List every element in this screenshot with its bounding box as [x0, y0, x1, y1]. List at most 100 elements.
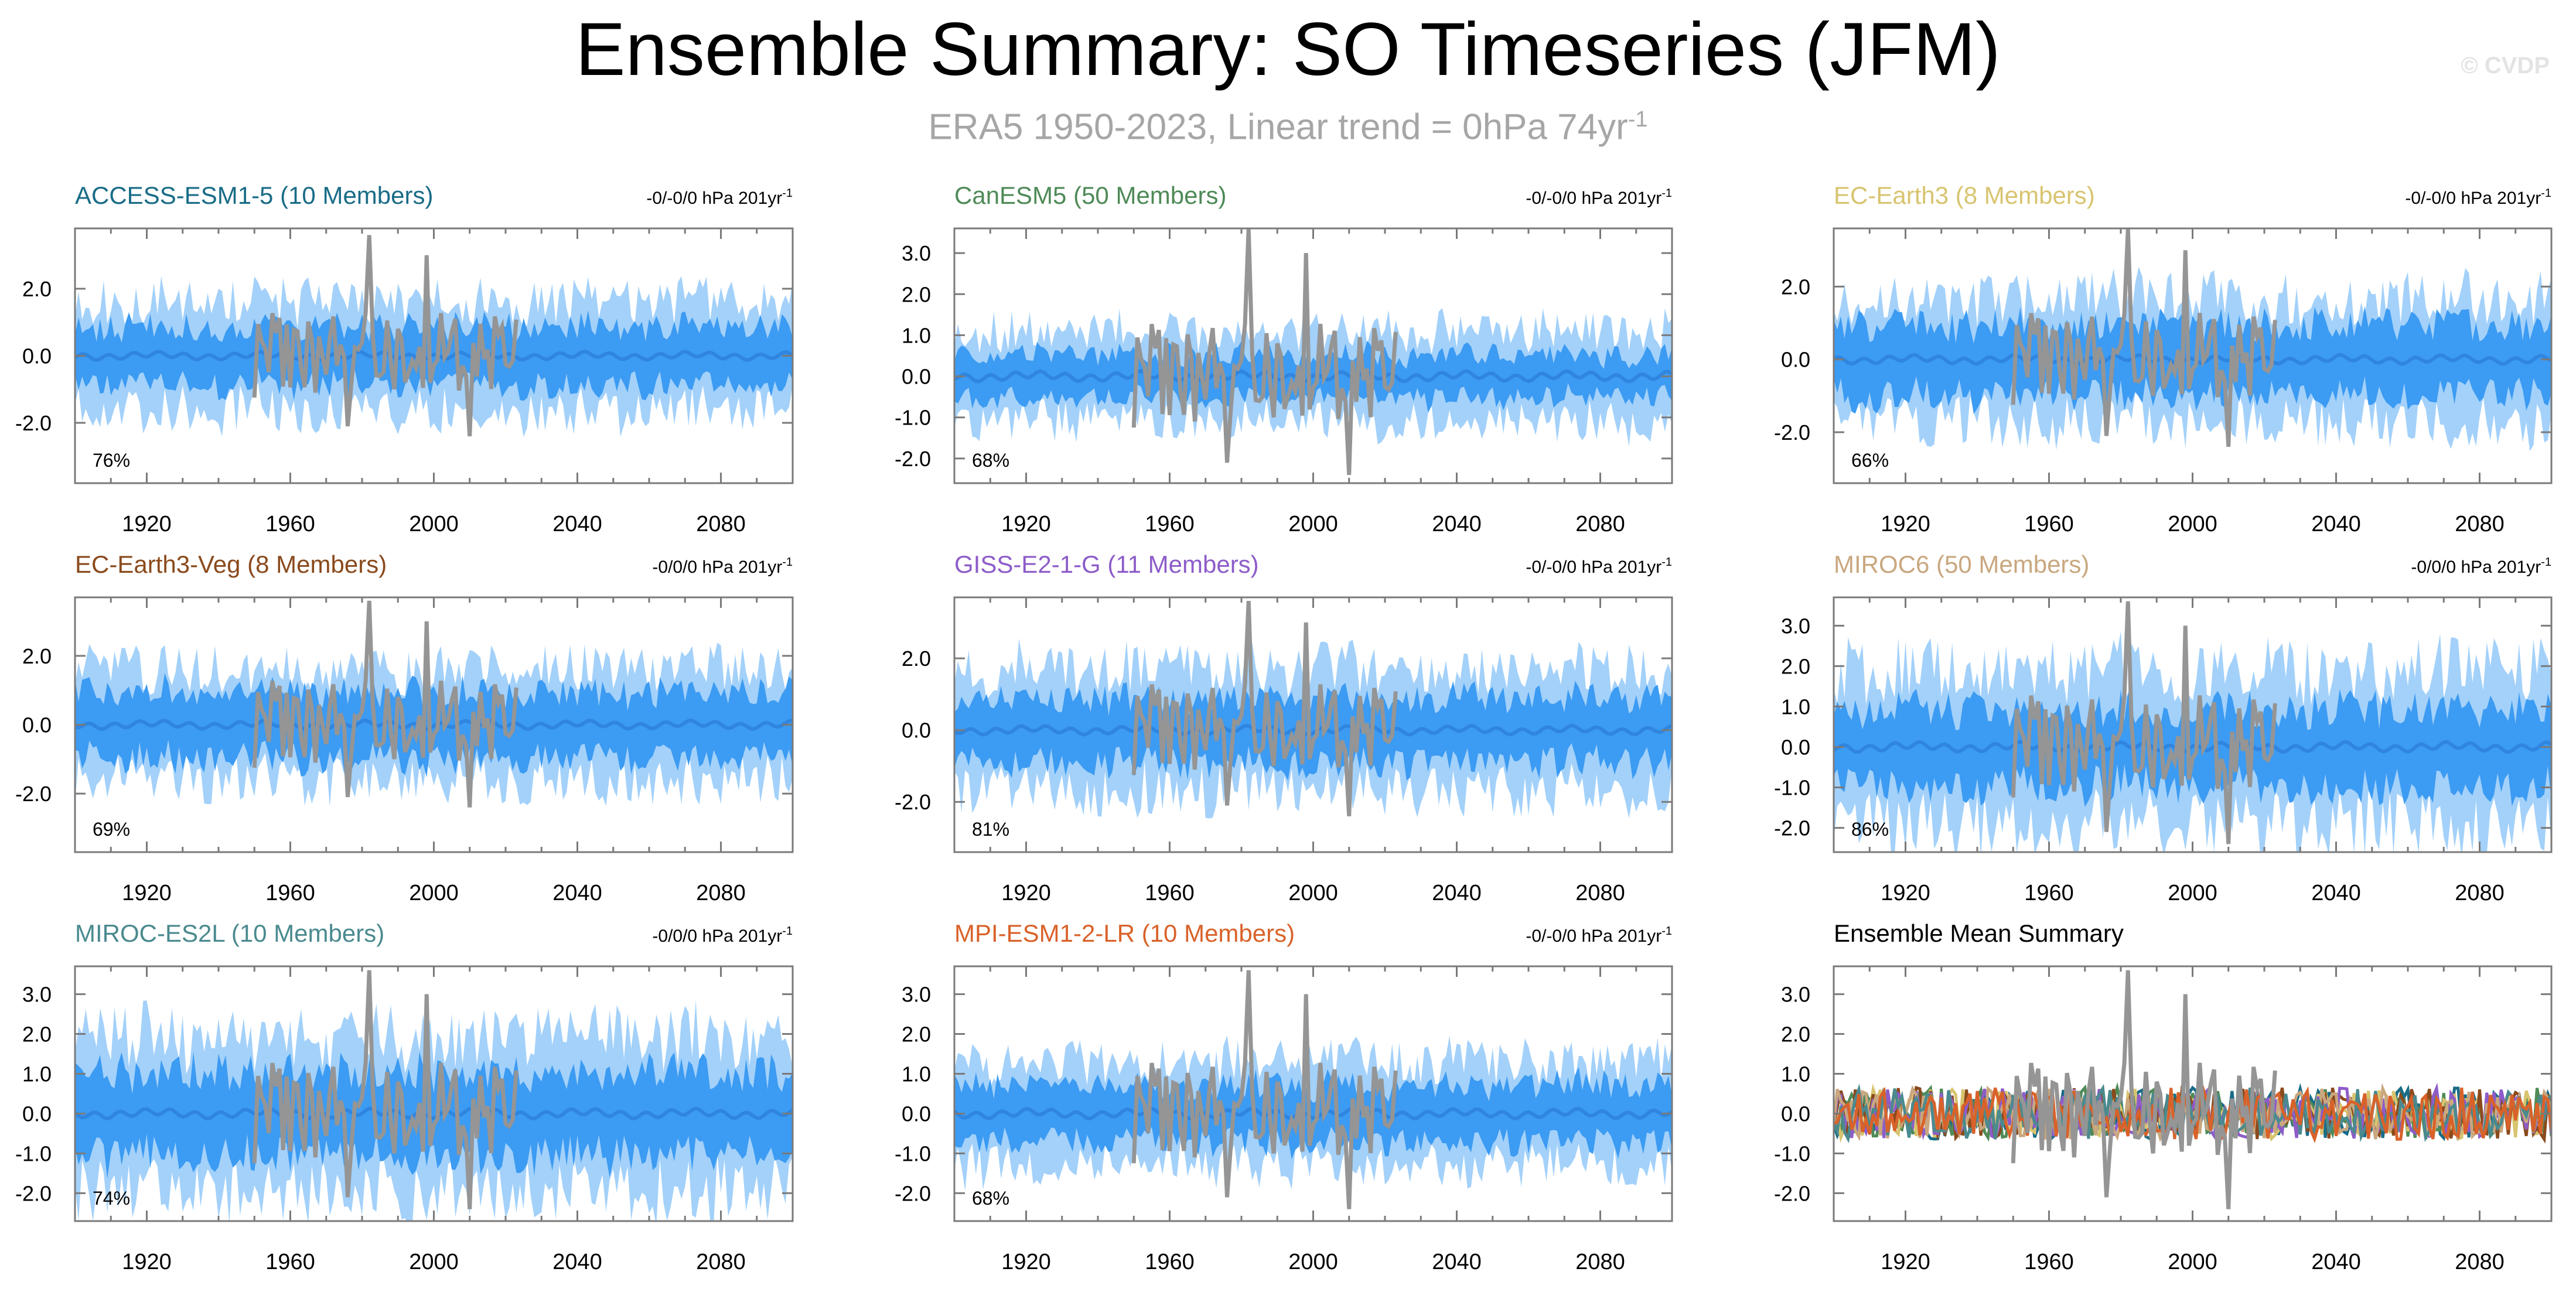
chart-panel: 1920 1960 2000 2040 2080 2.0 0.0 -2.0 GISS-E2-1-…: [895, 551, 1673, 905]
trend-label: -0/0/0 hPa 201yr-1: [652, 925, 793, 946]
y-tick-label: 0.0: [22, 1102, 52, 1126]
y-tick-label: -1.0: [15, 1141, 52, 1165]
x-tick-label: 2000: [2168, 1250, 2217, 1274]
x-tick-label: 1920: [1881, 881, 1930, 905]
y-tick-label: 2.0: [1781, 1023, 1810, 1047]
percent-label: 68%: [972, 1188, 1009, 1209]
y-tick-label: 0.0: [902, 719, 931, 743]
trend-label: -0/0/0 hPa 201yr-1: [652, 556, 793, 577]
y-tick-label: -2.0: [1774, 1181, 1810, 1205]
x-tick-label: 2040: [552, 1250, 602, 1274]
panel-title: MPI-ESM1-2-LR (10 Members): [954, 919, 1295, 947]
y-tick-label: 3.0: [902, 241, 931, 265]
y-tick-label: 0.0: [902, 365, 931, 389]
x-tick-label: 2080: [2455, 512, 2505, 536]
plot-area: [1834, 601, 2551, 852]
panel-title: CanESM5 (50 Members): [954, 182, 1226, 209]
observed-line: [2011, 228, 2277, 447]
x-tick-label: 2000: [2168, 512, 2217, 536]
x-tick-label: 1920: [122, 881, 172, 905]
y-tick-label: -1.0: [1774, 1141, 1810, 1165]
y-tick-label: 1.0: [902, 1062, 931, 1086]
y-tick-label: 1.0: [1781, 1062, 1810, 1086]
plot-area: [1834, 228, 2551, 452]
x-tick-label: 2040: [1432, 881, 1482, 905]
trend-label: -0/-0/0 hPa 201yr-1: [1526, 556, 1672, 577]
x-tick-label: 1920: [1881, 512, 1930, 536]
panel-title: MIROC6 (50 Members): [1834, 551, 2089, 578]
x-tick-label: 2040: [1432, 1250, 1482, 1274]
subtitle-superscript: -1: [1628, 107, 1648, 132]
trend-label-text: -0/-0/0 hPa 201yr: [1526, 558, 1661, 577]
subtitle: ERA5 1950-2023, Linear trend = 0hPa 74yr…: [0, 96, 2576, 151]
panel-title: EC-Earth3 (8 Members): [1834, 182, 2095, 209]
observed-line: [252, 600, 518, 808]
x-tick-label: 2000: [1288, 881, 1338, 905]
percent-label: 81%: [972, 819, 1009, 840]
chart-panel: 1920 1960 2000 2040 2080 3.0 2.0 1.0 0.0 -1.0 -2.0…: [15, 919, 794, 1274]
y-tick-label: 0.0: [1781, 1102, 1810, 1126]
trend-label-superscript: -1: [1661, 187, 1672, 200]
y-tick-label: -2.0: [1774, 420, 1810, 445]
trend-label-superscript: -1: [2541, 556, 2551, 569]
y-tick-label: 1.0: [22, 1062, 52, 1086]
y-tick-label: 2.0: [22, 277, 52, 301]
trend-label: -0/-0/0 hPa 201yr-1: [646, 187, 793, 208]
x-tick-label: 1920: [1001, 881, 1051, 905]
x-tick-label: 2080: [1575, 881, 1625, 905]
x-tick-label: 2040: [2311, 881, 2361, 905]
watermark: © CVDP: [2461, 53, 2550, 78]
y-tick-label: -1.0: [1774, 776, 1810, 800]
y-tick-label: 2.0: [902, 282, 931, 306]
panel-title: ACCESS-ESM1-5 (10 Members): [75, 182, 433, 209]
x-tick-label: 2040: [552, 881, 602, 905]
x-tick-label: 2040: [552, 512, 602, 536]
x-tick-label: 2080: [1575, 1250, 1625, 1274]
percent-label: 69%: [93, 819, 130, 840]
y-tick-label: 1.0: [1781, 695, 1810, 719]
y-tick-label: 2.0: [902, 1023, 931, 1047]
x-tick-label: 2000: [2168, 881, 2217, 905]
chart-panel: 1920 1960 2000 2040 2080 3.0 2.0 1.0 0.0 -1.0 -2.0…: [895, 919, 1673, 1274]
observed-line: [2011, 970, 2277, 1209]
x-tick-label: 2080: [2455, 1250, 2505, 1274]
ensemble-mean-line: [954, 1106, 1672, 1121]
panel-title: MIROC-ES2L (10 Members): [75, 919, 384, 947]
x-tick-label: 2000: [409, 512, 459, 536]
y-tick-label: -2.0: [895, 790, 931, 814]
x-tick-label: 2000: [1288, 512, 1338, 536]
ensemble-mean-line: [1834, 740, 2551, 754]
y-tick-label: -2.0: [15, 782, 52, 806]
observed-line: [1131, 228, 1398, 476]
panel-title: EC-Earth3-Veg (8 Members): [75, 551, 387, 578]
chart-panel: 1920 1960 2000 2040 2080 3.0 2.0 1.0 0.0 -1.0 -2.0…: [1774, 551, 2553, 905]
y-tick-label: 0.0: [1781, 735, 1810, 759]
ensemble-mean-line: [954, 369, 1672, 384]
x-tick-label: 1960: [1145, 1250, 1195, 1274]
ensemble-mean-line: [75, 1106, 793, 1121]
x-tick-label: 2000: [1288, 1250, 1338, 1274]
y-tick-label: 3.0: [1781, 614, 1810, 638]
x-tick-label: 2080: [696, 512, 746, 536]
x-tick-label: 1920: [1001, 512, 1051, 536]
y-tick-label: 2.0: [1781, 275, 1810, 299]
observed-line: [1131, 970, 1398, 1209]
x-tick-label: 1960: [265, 512, 315, 536]
trend-label: -0/-0/0 hPa 201yr-1: [1526, 187, 1672, 208]
y-tick-label: 0.0: [902, 1102, 931, 1126]
trend-label-text: -0/0/0 hPa 201yr: [652, 558, 782, 577]
x-tick-label: 1960: [265, 1250, 315, 1274]
ensemble-mean-line: [1834, 353, 2551, 366]
x-tick-label: 2080: [2455, 881, 2505, 905]
y-tick-label: 2.0: [1781, 654, 1810, 678]
plot-area: [75, 600, 793, 808]
observed-line: [252, 970, 518, 1209]
plot-area: [954, 970, 1672, 1209]
y-tick-label: -2.0: [895, 447, 931, 471]
x-tick-label: 1960: [2024, 1250, 2074, 1274]
trend-label-text: -0/-0/0 hPa 201yr: [2405, 189, 2541, 208]
y-tick-label: -1.0: [895, 1141, 931, 1165]
chart-panel: 1920 1960 2000 2040 2080 2.0 0.0 -2.0 ACCESS-ESM…: [15, 182, 794, 536]
x-tick-label: 2080: [696, 1250, 746, 1274]
subtitle-text: ERA5 1950-2023, Linear trend = 0hPa 74yr: [928, 107, 1628, 148]
